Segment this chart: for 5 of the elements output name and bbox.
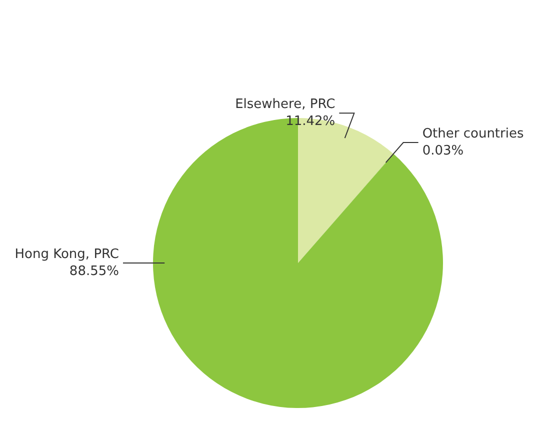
data-label: 0.03%: [422, 144, 464, 159]
slice-label: Other countries: [422, 126, 524, 142]
slice-label: Elsewhere, PRC: [235, 97, 336, 112]
data-label: 88.55%: [69, 264, 119, 279]
slice-label: Hong Kong, PRC: [14, 247, 119, 262]
